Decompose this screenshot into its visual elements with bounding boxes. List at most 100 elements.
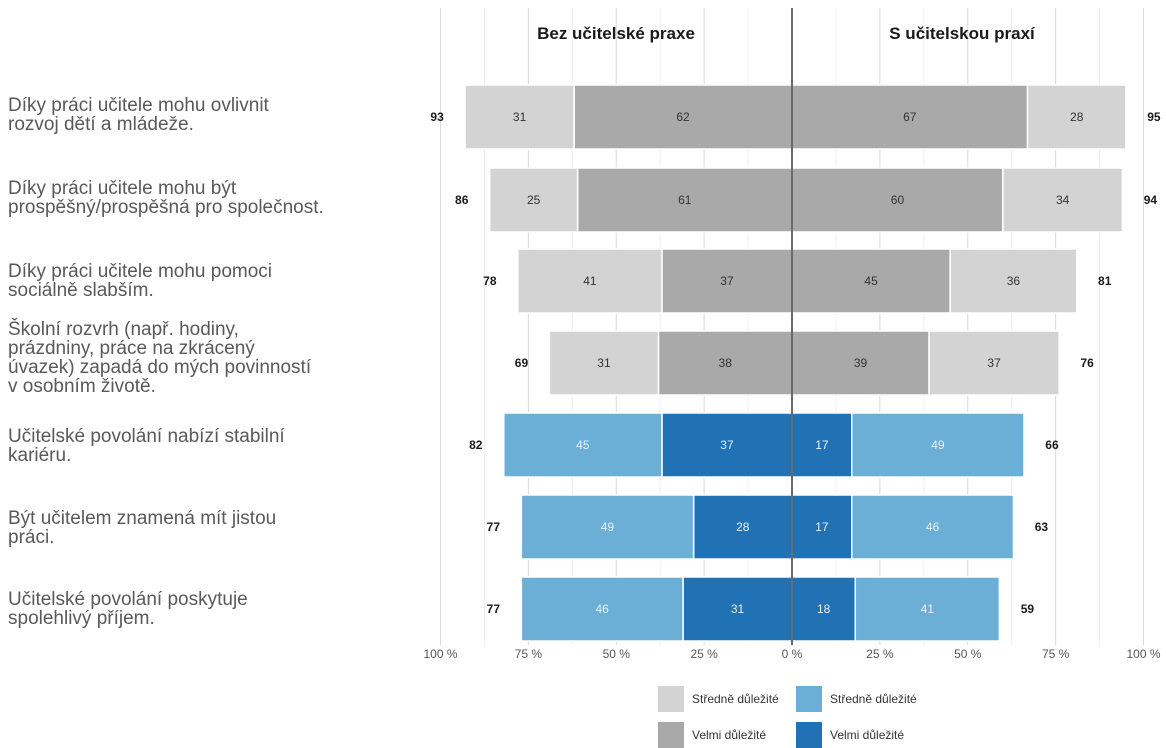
panel-title-left: Bez učitelské praxe xyxy=(537,24,695,43)
total-label: 78 xyxy=(483,274,497,288)
category-label-line: prospěšný/prospěšná pro společnost. xyxy=(8,197,324,218)
total-label: 77 xyxy=(487,520,501,534)
category-label: Být učitelem znamená mít jistou práci. xyxy=(8,509,368,547)
x-tick-label: 100 % xyxy=(423,647,457,661)
total-label: 66 xyxy=(1045,438,1059,452)
category-label-line: Díky práci učitele mohu pomoci xyxy=(8,261,272,282)
bar-segment-velmi xyxy=(573,84,793,150)
bar-segment-stredne xyxy=(854,576,1001,642)
total-label: 59 xyxy=(1021,602,1035,616)
value-label-stredne: 49 xyxy=(601,520,615,534)
bar-segment-velmi xyxy=(791,330,930,396)
bar-segment-velmi xyxy=(791,167,1004,233)
legend-swatch xyxy=(658,686,684,712)
category-label: Učitelské povolání poskytuje spolehlivý p… xyxy=(8,590,368,628)
x-tick-label: 25 % xyxy=(690,647,718,661)
legend-item-blue-stredne: Středně důležité xyxy=(796,686,917,712)
category-label-line: Učitelské povolání nabízí stabilní xyxy=(8,426,285,447)
value-label-velmi: 17 xyxy=(815,438,829,452)
bar-segment-stredne xyxy=(488,167,579,233)
bar-segment-stredne xyxy=(520,494,695,560)
x-axis: 100 % 75 % 50 % 25 % 0 % 25 % 50 % 75 % 100 % xyxy=(423,8,1161,661)
x-tick-label: 75 % xyxy=(1042,647,1070,661)
category-label-line: prázdniny, práce na zkrácený xyxy=(8,338,255,359)
bar-segment-velmi xyxy=(791,494,853,560)
value-label-velmi: 31 xyxy=(731,602,745,616)
legend-item-gray-stredne: Středně důležité xyxy=(658,686,779,712)
bar-segment-stredne xyxy=(1026,84,1127,150)
value-label-velmi: 17 xyxy=(815,520,829,534)
bar-segment-velmi xyxy=(692,494,793,560)
legend-label: Středně důležité xyxy=(830,692,917,706)
category-label-line: rozvoj dětí a mládeže. xyxy=(8,114,194,135)
category-label: Díky práci učitele mohu být prospěšný/pro… xyxy=(8,179,368,217)
value-label-stredne: 46 xyxy=(926,520,940,534)
value-label-velmi: 61 xyxy=(678,193,692,207)
bar-segment-stredne xyxy=(949,248,1078,314)
value-label-stredne: 41 xyxy=(921,602,935,616)
value-label-stredne: 36 xyxy=(1007,274,1021,288)
bar-segment-stredne xyxy=(464,84,575,150)
total-label: 86 xyxy=(455,193,469,207)
category-label-line: Díky práci učitele mohu být xyxy=(8,178,237,199)
bar-segment-velmi xyxy=(657,330,793,396)
total-label: 95 xyxy=(1147,110,1161,124)
value-labels: 62 31 93 67 28 95 61 25 86 60 34 94 37 41 78 45 36 81 38 31… xyxy=(430,110,1160,616)
category-label: Školní rozvrh (např. hodiny, prázdniny, p… xyxy=(8,320,368,396)
bar-segment-stredne xyxy=(520,576,684,642)
category-label: Díky práci učitele mohu pomoci sociálně s… xyxy=(8,262,368,300)
x-tick-label: 100 % xyxy=(1126,647,1160,661)
x-tick-label: 0 % xyxy=(782,647,803,661)
category-label-line: Být učitelem znamená mít jistou xyxy=(8,508,277,529)
bar-segment-velmi xyxy=(791,84,1029,150)
bar-segment-stredne xyxy=(548,330,660,396)
category-label-line: Díky práci učitele mohu ovlivnit xyxy=(8,95,269,116)
category-label-line: sociálně slabším. xyxy=(8,280,154,301)
bar-segment-stredne xyxy=(851,412,1025,478)
value-label-velmi: 39 xyxy=(854,356,868,370)
legend-swatch xyxy=(796,722,822,748)
category-label: Díky práci učitele mohu ovlivnit rozvoj d… xyxy=(8,96,368,134)
value-label-velmi: 37 xyxy=(720,438,734,452)
value-label-stredne: 46 xyxy=(596,602,610,616)
panel-title-right: S učitelskou praxí xyxy=(889,24,1035,43)
value-label-velmi: 67 xyxy=(903,110,917,124)
total-label: 63 xyxy=(1035,520,1049,534)
bars xyxy=(464,84,1127,642)
value-label-velmi: 60 xyxy=(891,193,905,207)
category-label-line: kariéru. xyxy=(8,445,72,466)
bar-segment-velmi xyxy=(791,412,853,478)
legend-swatch xyxy=(796,686,822,712)
value-label-stredne: 37 xyxy=(987,356,1001,370)
value-label-velmi: 18 xyxy=(817,602,831,616)
x-tick-label: 50 % xyxy=(954,647,982,661)
total-label: 94 xyxy=(1144,193,1158,207)
x-tick-label: 75 % xyxy=(515,647,543,661)
value-label-velmi: 38 xyxy=(719,356,733,370)
value-label-stredne: 31 xyxy=(513,110,527,124)
bar-segment-velmi xyxy=(791,248,951,314)
value-label-stredne: 41 xyxy=(583,274,597,288)
value-label-stredne: 28 xyxy=(1070,110,1084,124)
total-label: 69 xyxy=(515,356,529,370)
bar-segment-stredne xyxy=(1002,167,1124,233)
legend-item-gray-velmi: Velmi důležité xyxy=(658,722,766,748)
value-label-stredne: 45 xyxy=(576,438,590,452)
category-label: Učitelské povolání nabízí stabilní kariér… xyxy=(8,427,368,465)
total-label: 81 xyxy=(1098,274,1112,288)
legend-item-blue-velmi: Velmi důležité xyxy=(796,722,904,748)
bar-segment-stredne xyxy=(851,494,1015,560)
value-label-velmi: 37 xyxy=(720,274,734,288)
total-label: 82 xyxy=(469,438,483,452)
category-label-line: v osobním životě. xyxy=(8,376,156,397)
value-label-velmi: 45 xyxy=(864,274,878,288)
bar-segment-stredne xyxy=(503,412,663,478)
total-label: 77 xyxy=(487,602,501,616)
total-label: 76 xyxy=(1080,356,1094,370)
legend-label: Středně důležité xyxy=(692,692,779,706)
bar-segment-stredne xyxy=(517,248,663,314)
legend-label: Velmi důležité xyxy=(830,728,905,742)
bar-segment-velmi xyxy=(791,576,857,642)
